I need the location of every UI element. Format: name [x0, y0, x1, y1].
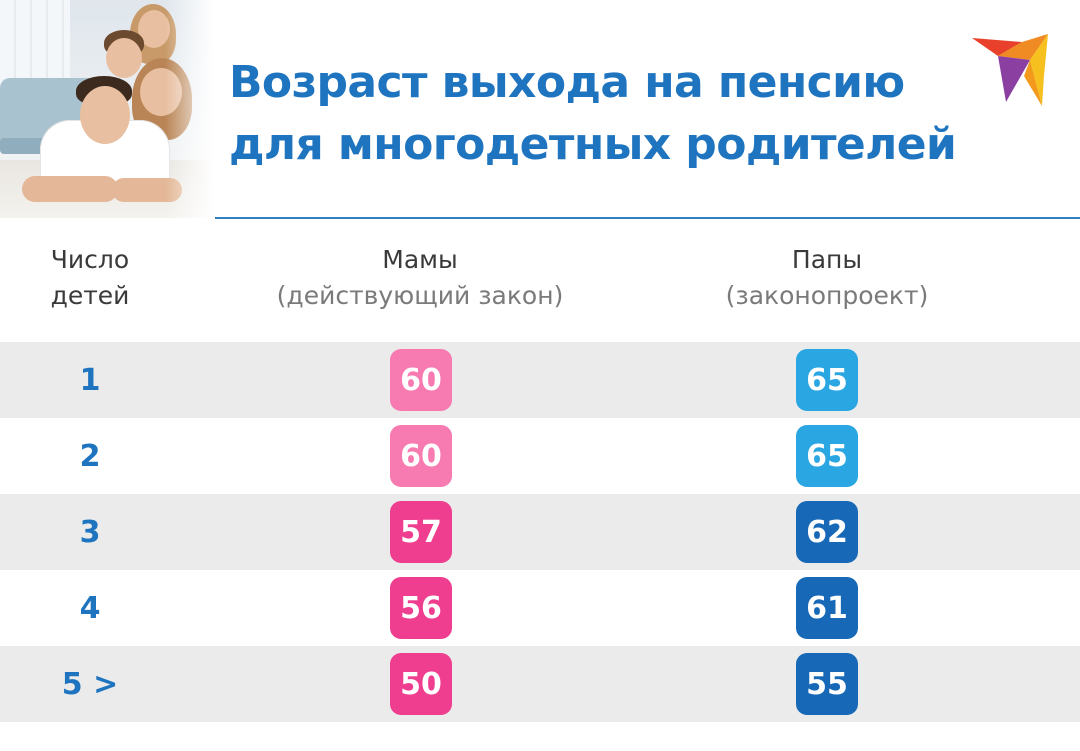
- table-row: 3 57 62: [0, 494, 1080, 570]
- table-row: 2 60 65: [0, 418, 1080, 494]
- dad-age-badge: 55: [796, 653, 858, 715]
- dad-age-badge: 65: [796, 425, 858, 487]
- dads-header-subtitle: (законопроект): [725, 281, 929, 310]
- dad-age-badge: 62: [796, 501, 858, 563]
- mom-age-badge: 50: [390, 653, 452, 715]
- mom-age-badge: 60: [390, 425, 452, 487]
- dad-age-badge: 61: [796, 577, 858, 639]
- table-row: 5 > 50 55: [0, 646, 1080, 722]
- photo-fade: [165, 0, 215, 218]
- mom-age-badge: 57: [390, 501, 452, 563]
- children-header-line-2: детей: [50, 281, 130, 310]
- bird-logo-icon: [972, 34, 1048, 106]
- father-head: [80, 86, 130, 144]
- children-header-line-1: Число: [50, 245, 130, 274]
- title-line-1: Возраст выхода на пенсию: [229, 57, 905, 108]
- moms-header-subtitle: (действующий закон): [276, 281, 564, 310]
- title-line-2: для многодетных родителей: [229, 119, 957, 170]
- children-count: 4: [79, 590, 101, 626]
- column-header-children: Число детей: [20, 242, 160, 314]
- page-title: Возраст выхода на пенсию для многодетных…: [229, 52, 969, 176]
- children-count: 1: [79, 362, 101, 398]
- dads-header-title: Папы: [791, 245, 863, 274]
- family-photo: [0, 0, 215, 218]
- table-row: 1 60 65: [0, 342, 1080, 418]
- children-count: 5 >: [61, 666, 119, 702]
- column-header-dads: Папы (законопроект): [667, 242, 987, 314]
- children-count: 2: [79, 438, 101, 474]
- boy-head: [106, 38, 142, 78]
- table-row: 4 56 61: [0, 570, 1080, 646]
- mom-age-badge: 60: [390, 349, 452, 411]
- children-count: 3: [79, 514, 101, 550]
- header-divider: [215, 217, 1080, 219]
- dad-age-badge: 65: [796, 349, 858, 411]
- father-arm-left: [22, 176, 118, 202]
- mom-age-badge: 56: [390, 577, 452, 639]
- moms-header-title: Мамы: [382, 245, 458, 274]
- column-header-moms: Мамы (действующий закон): [240, 242, 600, 314]
